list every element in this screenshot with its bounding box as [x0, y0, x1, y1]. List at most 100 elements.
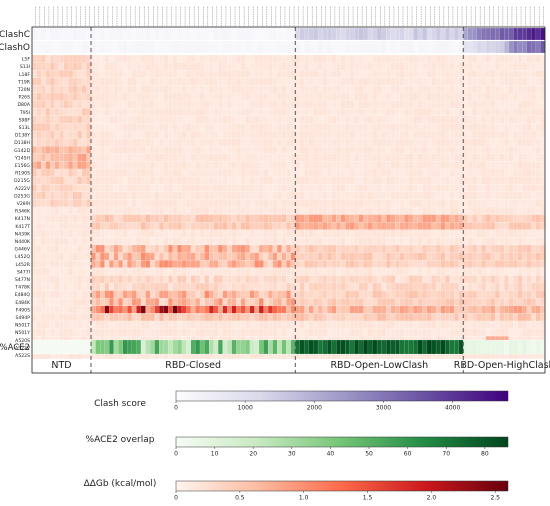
- mutation-cell: [186, 290, 192, 299]
- mutation-cell: [113, 214, 119, 223]
- clasho-cell: [86, 40, 92, 54]
- mutation-cell: [517, 320, 523, 329]
- mutation-cell: [54, 267, 60, 276]
- mutation-cell: [254, 328, 260, 337]
- mutation-cell: [454, 54, 460, 63]
- mutation-cell: [449, 54, 455, 63]
- mutation-cell: [172, 161, 178, 170]
- mutation-cell: [199, 214, 205, 223]
- mutation-cell: [463, 313, 469, 322]
- clasho-cell: [195, 40, 201, 54]
- clashc-cell: [404, 27, 410, 41]
- mutation-cell: [204, 305, 210, 314]
- mutation-cell: [313, 320, 319, 329]
- mutation-cell: [435, 100, 441, 109]
- mutation-cell: [100, 290, 105, 299]
- mutation-cell: [149, 199, 155, 208]
- mutation-cell: [417, 290, 423, 299]
- mutation-cell: [472, 146, 478, 154]
- mutation-cell: [426, 244, 432, 253]
- mutation-cell: [45, 282, 51, 291]
- mutation-cell: [304, 206, 310, 215]
- mutation-cell: [104, 176, 110, 185]
- mutation-cell: [41, 138, 46, 147]
- mutation-cell: [395, 260, 401, 268]
- ace2-cell: [445, 339, 450, 355]
- mutation-cell: [313, 252, 319, 261]
- mutation-cell: [249, 328, 255, 337]
- mutation-cell: [417, 62, 423, 71]
- mutation-cell: [345, 54, 351, 63]
- mutation-cell: [531, 130, 537, 139]
- mutation-cell: [145, 92, 151, 101]
- mutation-cell: [263, 176, 269, 185]
- mutation-cell: [299, 298, 305, 306]
- mutation-cell: [308, 199, 314, 208]
- mutation-cell: [118, 168, 124, 177]
- mutation-cell: [313, 260, 319, 268]
- mutation-cell: [517, 191, 523, 200]
- mutation-cell: [63, 214, 69, 223]
- mutation-cell: [540, 123, 546, 132]
- row-label-mutation: T95I: [19, 110, 30, 116]
- mutation-cell: [354, 153, 360, 162]
- mutation-cell: [95, 138, 101, 147]
- mutation-cell: [149, 100, 155, 109]
- mutation-cell: [431, 328, 437, 337]
- mutation-cell: [245, 320, 251, 329]
- mutation-cell: [90, 108, 96, 116]
- mutation-cell: [404, 275, 410, 284]
- mutation-cell: [86, 115, 92, 124]
- mutation-cell: [454, 260, 460, 268]
- mutation-cell: [404, 138, 410, 147]
- mutation-cell: [136, 237, 142, 246]
- mutation-cell: [535, 184, 541, 192]
- mutation-cell: [145, 252, 151, 261]
- mutation-cell: [308, 146, 314, 154]
- mutation-cell: [118, 290, 124, 299]
- ace2-cell: [381, 339, 387, 355]
- mutation-cell: [472, 85, 478, 94]
- mutation-cell: [286, 176, 292, 185]
- clashc-cell: [154, 27, 160, 41]
- mutation-cell: [313, 176, 319, 185]
- mutation-cell: [458, 305, 464, 314]
- mutation-cell: [190, 54, 196, 63]
- mutation-cell: [177, 229, 183, 238]
- mutation-cell: [363, 290, 369, 299]
- mutation-cell: [313, 298, 319, 306]
- mutation-cell: [426, 260, 432, 268]
- mutation-cell: [417, 320, 423, 329]
- mutation-cell: [472, 260, 478, 268]
- mutation-cell: [145, 260, 151, 268]
- mutation-cell: [358, 222, 364, 230]
- clashc-cell: [195, 27, 201, 41]
- mutation-cell: [72, 305, 78, 314]
- mutation-cell: [499, 275, 505, 284]
- mutation-cell: [494, 100, 500, 109]
- mutation-cell: [390, 328, 396, 337]
- mutation-cell: [413, 168, 419, 177]
- clasho-cell: [267, 40, 273, 54]
- mutation-cell: [299, 252, 305, 261]
- mutation-cell: [399, 146, 405, 154]
- mutation-cell: [50, 313, 55, 322]
- mutation-cell: [481, 206, 487, 215]
- mutation-cell: [422, 214, 428, 223]
- mutation-cell: [72, 108, 78, 116]
- mutation-cell: [327, 153, 332, 162]
- mutation-cell: [327, 229, 332, 238]
- mutation-cell: [267, 62, 273, 71]
- mutation-cell: [186, 328, 192, 337]
- mutation-cell: [522, 153, 528, 162]
- mutation-cell: [213, 290, 219, 299]
- mutation-cell: [363, 267, 369, 276]
- mutation-cell: [458, 146, 464, 154]
- mutation-cell: [72, 191, 78, 200]
- mutation-cell: [299, 328, 305, 337]
- mutation-cell: [50, 123, 55, 132]
- clasho-cell: [281, 40, 287, 54]
- mutation-cell: [131, 85, 137, 94]
- clasho-cell: [104, 40, 110, 54]
- mutation-cell: [499, 305, 505, 314]
